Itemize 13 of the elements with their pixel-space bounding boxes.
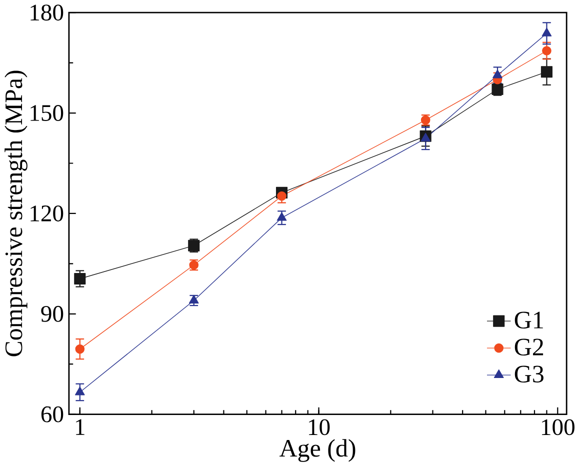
y-tick-label: 120 [30,206,64,222]
x-tick-label: 10 [309,419,330,436]
x-tick-label: 100 [542,419,574,436]
y-tick-label: 90 [41,306,64,322]
x-axis-title: Age (d) [279,439,356,462]
y-tick-label: 60 [41,406,64,423]
y-tick-label: 150 [30,105,64,122]
y-axis-title: Compressive strength (MPa) [4,70,28,356]
x-tick-label: 1 [76,419,84,436]
legend-label: G2 [514,338,544,356]
y-tick-label: 180 [30,4,64,21]
legend-label: G3 [514,366,544,383]
legend-label: G1 [514,312,543,329]
